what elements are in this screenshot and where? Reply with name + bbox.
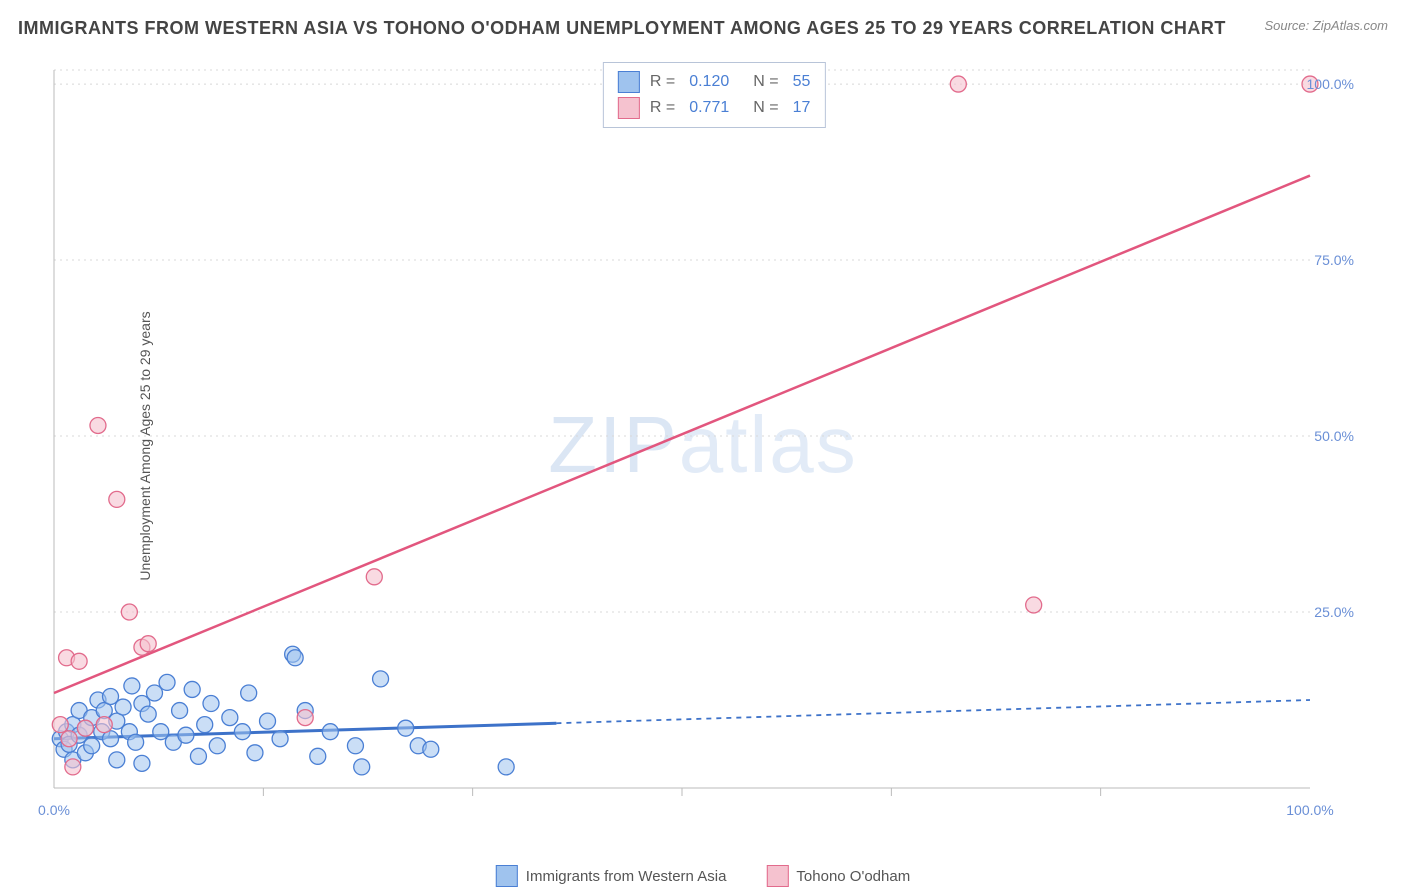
x-tick-label: 0.0% <box>38 802 70 818</box>
chart-svg <box>48 60 1358 830</box>
legend-r-value: 0.771 <box>689 99 729 117</box>
title-bar: IMMIGRANTS FROM WESTERN ASIA VS TOHONO O… <box>18 18 1388 46</box>
legend-top: R = 0.120 N = 55 R = 0.771 N = 17 <box>603 62 826 128</box>
legend-n-value: 55 <box>793 73 811 91</box>
legend-series-name: Immigrants from Western Asia <box>526 868 727 885</box>
y-tick-label: 75.0% <box>1314 252 1354 268</box>
legend-r-value: 0.120 <box>689 73 729 91</box>
legend-swatch <box>496 865 518 887</box>
x-tick-label: 100.0% <box>1286 802 1333 818</box>
y-tick-label: 50.0% <box>1314 428 1354 444</box>
legend-bottom: Immigrants from Western Asia Tohono O'odh… <box>496 865 910 887</box>
source-label: Source: ZipAtlas.com <box>1264 18 1388 33</box>
legend-bottom-item: Immigrants from Western Asia <box>496 865 727 887</box>
legend-top-row: R = 0.771 N = 17 <box>618 95 811 121</box>
legend-r-label: R = <box>650 99 675 117</box>
y-tick-label: 25.0% <box>1314 604 1354 620</box>
legend-swatch <box>766 865 788 887</box>
legend-r-label: R = <box>650 73 675 91</box>
legend-n-label: N = <box>753 73 778 91</box>
chart-title: IMMIGRANTS FROM WESTERN ASIA VS TOHONO O… <box>18 18 1226 39</box>
legend-bottom-item: Tohono O'odham <box>766 865 910 887</box>
legend-top-row: R = 0.120 N = 55 <box>618 69 811 95</box>
plot-area: ZIPatlas 0.0%100.0%25.0%50.0%75.0%100.0% <box>48 60 1358 830</box>
y-tick-label: 100.0% <box>1307 76 1354 92</box>
legend-n-label: N = <box>753 99 778 117</box>
legend-n-value: 17 <box>793 99 811 117</box>
legend-swatch <box>618 71 640 93</box>
legend-swatch <box>618 97 640 119</box>
legend-series-name: Tohono O'odham <box>796 868 910 885</box>
